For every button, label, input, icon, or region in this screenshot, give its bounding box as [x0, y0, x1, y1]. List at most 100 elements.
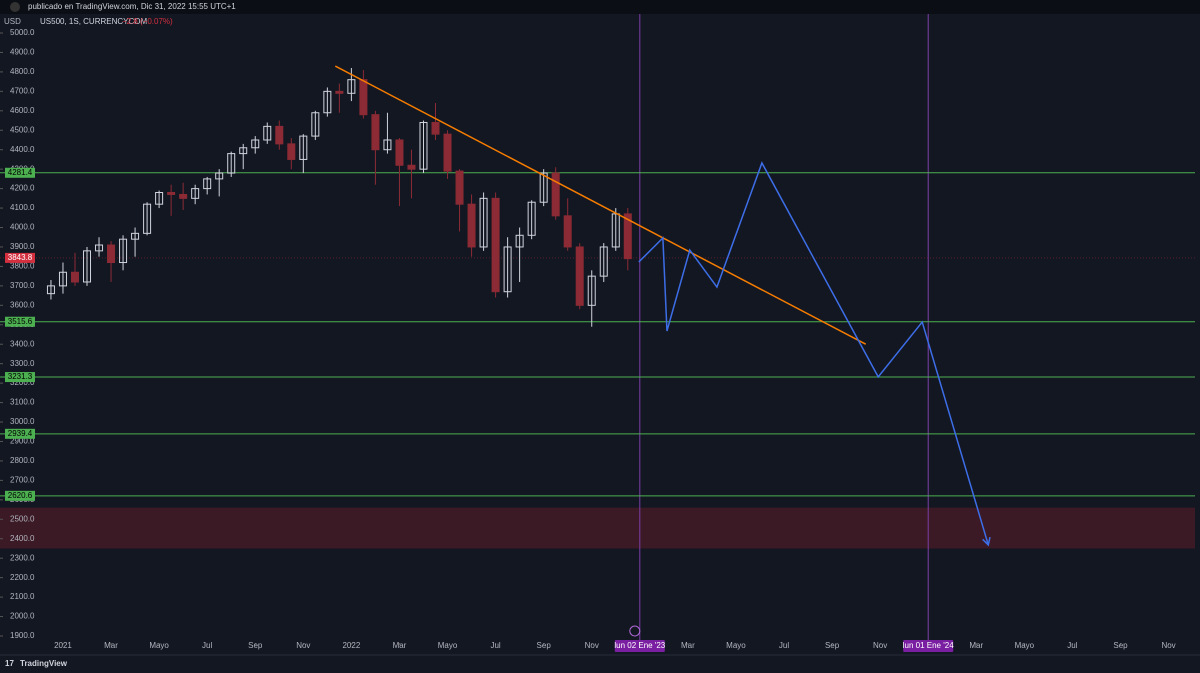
candle-body — [503, 246, 512, 293]
x-tick-label: lun 02 Ene '23 — [614, 641, 665, 650]
y-tick-label: 4200.0 — [10, 184, 35, 193]
candle-body — [275, 125, 284, 145]
candle-body — [70, 271, 79, 283]
candle-body — [203, 178, 212, 190]
candle-body — [167, 192, 176, 195]
currency: USD — [4, 17, 21, 26]
x-tick-label: Jul — [202, 641, 212, 650]
candle-body — [479, 197, 488, 248]
x-tick-label: Mayo — [726, 641, 746, 650]
y-tick-label: 2700.0 — [10, 475, 35, 484]
change: −2.8 (−0.07%) — [122, 17, 173, 26]
level-label: 3515.6 — [8, 317, 33, 326]
level-tag — [5, 428, 35, 439]
x-tick-label: 2022 — [342, 641, 360, 650]
candle-body — [107, 244, 116, 264]
candle-body — [431, 121, 440, 135]
level-tag — [5, 490, 35, 501]
candle-body — [227, 153, 236, 174]
candle-body — [419, 121, 428, 170]
x-tick-label: Jul — [779, 641, 789, 650]
y-tick-label: 2000.0 — [10, 612, 35, 621]
candle-body — [383, 139, 392, 151]
candle-body — [551, 172, 560, 217]
y-tick-label: 2400.0 — [10, 534, 35, 543]
y-tick-label: 2900.0 — [10, 437, 35, 446]
y-tick-label: 3700.0 — [10, 281, 35, 290]
last-price-label: 3843.8 — [8, 253, 33, 262]
y-tick-label: 4100.0 — [10, 203, 35, 212]
level-label: 2620.6 — [8, 491, 33, 500]
level-label: 4281.4 — [8, 168, 33, 177]
top-bar — [0, 0, 1200, 14]
x-tick-label: lun 01 Ene '24 — [903, 641, 954, 650]
candle-body — [239, 147, 248, 155]
y-tick-label: 2200.0 — [10, 573, 35, 582]
y-tick-label: 2100.0 — [10, 592, 35, 601]
y-tick-label: 4500.0 — [10, 125, 35, 134]
x-tick-label: Sep — [1113, 641, 1128, 650]
x-tick-label: Mar — [104, 641, 118, 650]
candle-body — [215, 172, 224, 180]
x-tick-label: Mar — [393, 641, 407, 650]
level-tag — [5, 167, 35, 178]
x-tick-label: Nov — [1161, 641, 1175, 650]
x-tick-label: Mar — [969, 641, 983, 650]
y-tick-label: 5000.0 — [10, 28, 35, 37]
x-tick-label: Nov — [296, 641, 310, 650]
y-tick-label: 1900.0 — [10, 631, 35, 640]
candle-body — [191, 188, 200, 199]
candle-body — [371, 114, 380, 151]
y-tick-label: 2800.0 — [10, 456, 35, 465]
candle-body — [527, 201, 536, 236]
x-tick-label: Nov — [873, 641, 887, 650]
candle-body — [563, 215, 572, 248]
x-tick-label: 2021 — [54, 641, 72, 650]
candle-body — [455, 170, 464, 205]
candle-body — [311, 112, 320, 137]
x-tick-label: Mar — [681, 641, 695, 650]
candle-body — [119, 238, 128, 264]
last-price-tag — [5, 252, 35, 263]
y-tick-label: 4600.0 — [10, 106, 35, 115]
date-tag — [903, 640, 954, 652]
level-tag — [5, 372, 35, 383]
candle-body — [515, 234, 524, 248]
x-tick-label: Sep — [248, 641, 263, 650]
published: publicado en TradingView.com, Dic 31, 20… — [28, 2, 236, 11]
x-tick-label: Mayo — [1015, 641, 1035, 650]
candle-body — [359, 79, 368, 116]
y-tick-label: 3400.0 — [10, 339, 35, 348]
trendline — [334, 65, 867, 345]
projection — [638, 161, 990, 546]
y-tick-label: 3000.0 — [10, 417, 35, 426]
candle-body — [155, 192, 164, 205]
symbol: US500, 1S, CURRENCYCOM — [40, 17, 147, 26]
candle-body — [599, 246, 608, 277]
x-tick-label: Jul — [1067, 641, 1077, 650]
arrowhead — [982, 536, 991, 547]
candle-body — [347, 79, 356, 94]
y-tick-label: 4700.0 — [10, 86, 35, 95]
candle-body — [58, 271, 67, 287]
logo: 17 — [5, 659, 14, 668]
candle-body — [443, 133, 452, 172]
y-tick-label: 2300.0 — [10, 553, 35, 562]
date-tag — [614, 640, 665, 652]
candle-body — [95, 244, 104, 252]
avatar — [10, 2, 20, 12]
candle-body — [143, 203, 152, 234]
x-tick-label: Nov — [585, 641, 599, 650]
y-tick-label: 3100.0 — [10, 398, 35, 407]
x-tick-label: Jul — [490, 641, 500, 650]
candle-body — [623, 213, 632, 260]
x-tick-label: Sep — [825, 641, 840, 650]
level-label: 2939.4 — [8, 429, 33, 438]
footer: TradingView — [20, 659, 68, 668]
y-tick-label: 3800.0 — [10, 262, 35, 271]
candle-body — [323, 90, 332, 114]
y-tick-label: 3900.0 — [10, 242, 35, 251]
y-tick-label: 4000.0 — [10, 223, 35, 232]
y-tick-label: 4900.0 — [10, 48, 35, 57]
